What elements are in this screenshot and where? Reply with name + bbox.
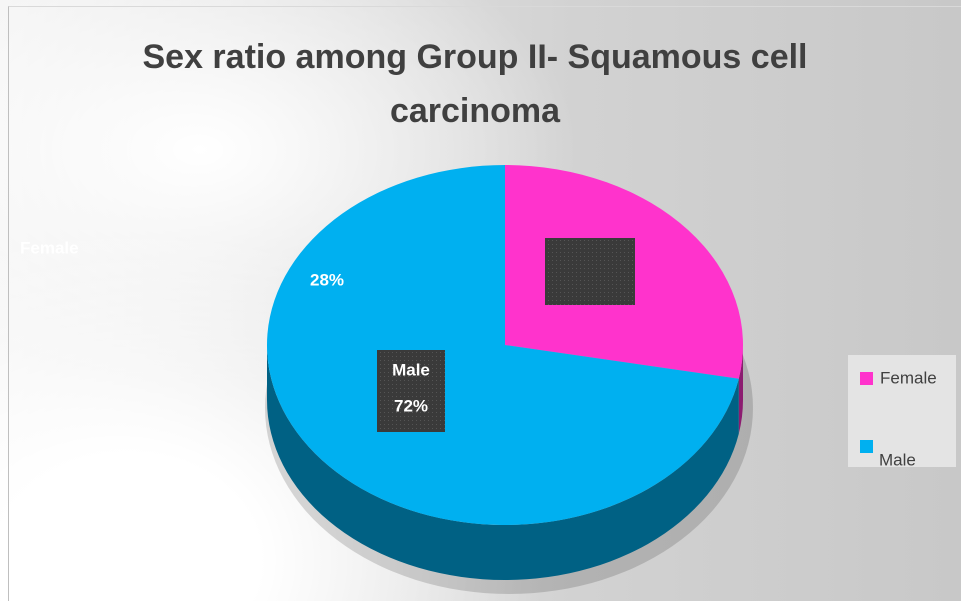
pie-slice-side: [267, 345, 739, 581]
pie-slice: [267, 165, 739, 525]
chart-title: Sex ratio among Group II- Squamous cell …: [142, 38, 808, 130]
pie-slice-side: [738, 345, 743, 434]
chart-frame: [8, 6, 961, 601]
data-label: 72%: [394, 396, 428, 415]
legend-label: Male: [879, 450, 916, 469]
data-label: Female: [20, 238, 79, 257]
data-label: 28%: [310, 270, 344, 289]
data-label-box: [377, 350, 445, 432]
legend-swatch: [860, 440, 873, 453]
legend-swatch: [860, 372, 873, 385]
data-label-box: [545, 238, 635, 305]
data-label: Male: [392, 360, 430, 379]
legend-label: Female: [880, 368, 937, 387]
